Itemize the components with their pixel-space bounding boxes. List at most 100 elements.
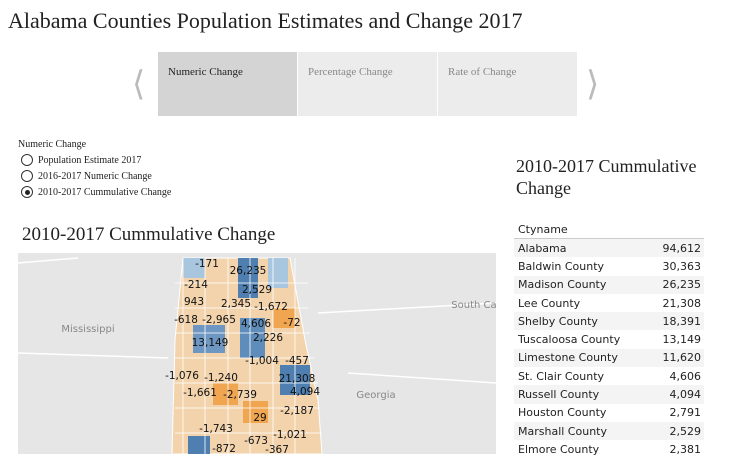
map: Mississippi Georgia South Carolina -171 26,2…: [18, 253, 496, 454]
name-cell: Lee County: [518, 296, 581, 310]
option-label: 2016-2017 Numeric Change: [38, 170, 152, 182]
table-row: Houston County 2,791: [514, 404, 704, 422]
county-label: 13,149: [192, 337, 229, 349]
county-label: -1,076: [165, 370, 199, 382]
name-cell: Madison County: [518, 278, 607, 292]
county-label: -618: [174, 314, 198, 326]
name-cell: Alabama: [518, 241, 567, 255]
county-label: -2,965: [202, 314, 236, 326]
name-cell: Russell County: [518, 388, 600, 402]
table-header: Ctyname: [514, 221, 704, 239]
value-cell: 26,235: [662, 278, 702, 292]
table-row: Madison County 26,235: [514, 275, 704, 294]
county: [243, 401, 268, 423]
county-label: -1,021: [273, 429, 307, 441]
county-label: -1,672: [254, 301, 288, 313]
table-row: Elmore County 2,381: [514, 440, 704, 458]
name-cell: Shelby County: [518, 314, 598, 328]
county-label: -2,187: [280, 405, 314, 417]
county-label: -214: [184, 279, 208, 291]
county-label: 2,345: [221, 298, 251, 310]
county-label: -2,739: [223, 389, 257, 401]
option-label: Population Estimate 2017: [38, 154, 142, 166]
next-arrow[interactable]: ⟩: [586, 64, 600, 104]
name-cell: Tuscaloosa County: [518, 333, 621, 347]
county-label: 2,226: [253, 332, 283, 344]
tab[interactable]: Percentage Change: [298, 52, 438, 116]
county: [213, 383, 238, 405]
option-label: 2010-2017 Cummulative Change: [38, 186, 172, 198]
tab[interactable]: Numeric Change: [158, 52, 298, 116]
table-row: Shelby County 18,391: [514, 312, 704, 331]
county-label: -1,004: [245, 355, 279, 367]
value-cell: 18,391: [662, 314, 702, 328]
place-label: South Carolina: [451, 300, 496, 311]
name-cell: Limestone County: [518, 351, 618, 365]
radio-button[interactable]: [21, 170, 33, 182]
map-title: 2010-2017 Cummulative Change: [22, 224, 276, 245]
value-cell: 21,308: [662, 296, 702, 310]
value-cell: 4,094: [669, 388, 702, 402]
value-cell: 4,606: [669, 369, 702, 383]
table-row: Alabama 94,612: [514, 239, 704, 258]
prev-arrow[interactable]: ⟨: [132, 64, 146, 104]
filter-option[interactable]: 2010-2017 Cummulative Change: [18, 184, 171, 200]
value-cell: 94,612: [662, 241, 702, 255]
county-label: -1,661: [183, 387, 217, 399]
value-cell: 13,149: [662, 333, 702, 347]
county: [273, 308, 295, 328]
value-cell: 30,363: [662, 259, 702, 273]
name-cell: Baldwin County: [518, 259, 605, 273]
header-cell: Ctyname: [518, 223, 568, 236]
county-label: 26,235: [230, 265, 267, 277]
name-cell: Elmore County: [518, 442, 600, 456]
county-label: 21,308: [279, 373, 316, 385]
table-title: 2010-2017 Cummulative Change: [516, 156, 697, 198]
county-label: -367: [265, 444, 289, 454]
filter-option[interactable]: Population Estimate 2017: [18, 152, 171, 168]
county: [240, 318, 265, 358]
filter: Numeric Change Population Estimate 2017 2…: [18, 139, 171, 209]
table-row: Tuscaloosa County 13,149: [514, 330, 704, 348]
county-label: 4,606: [241, 318, 271, 330]
table-row: Baldwin County 30,363: [514, 257, 704, 275]
name-cell: St. Clair County: [518, 369, 605, 383]
county-label: -1,743: [199, 423, 233, 435]
filter-option[interactable]: 2016-2017 Numeric Change: [18, 168, 171, 184]
tab[interactable]: Rate of Change: [438, 52, 578, 116]
table-row: St. Clair County 4,606: [514, 367, 704, 385]
table-row: Limestone County 11,620: [514, 348, 704, 368]
county-borders: [175, 258, 322, 454]
county-label: -1,240: [204, 372, 238, 384]
county: [183, 258, 205, 278]
county-label: 943: [184, 296, 204, 308]
table-row: Marshall County 2,529: [514, 421, 704, 441]
value-cell: 11,620: [662, 351, 702, 365]
table-row: Russell County 4,094: [514, 385, 704, 404]
county-label: -673: [244, 435, 268, 447]
county: [238, 258, 258, 298]
table: Ctyname Alabama 94,612 Baldwin County 30,36…: [514, 221, 704, 459]
county: [193, 325, 225, 353]
county-label: 2,529: [242, 284, 272, 296]
name-cell: Houston County: [518, 406, 607, 420]
place-label: Mississippi: [61, 324, 114, 335]
dashboard-title: Alabama Counties Population Estimates an…: [8, 8, 523, 33]
county-label: -457: [285, 355, 309, 367]
radio-button[interactable]: [21, 186, 33, 198]
value-cell: 2,381: [669, 442, 702, 456]
county: [188, 436, 210, 454]
county-label: -171: [195, 258, 219, 270]
value-cell: 2,529: [669, 424, 702, 438]
place-label: Georgia: [356, 390, 395, 401]
value-cell: 2,791: [669, 406, 702, 420]
filter-label: Numeric Change: [18, 139, 87, 150]
table-row: Lee County 21,308: [514, 294, 704, 312]
map-roads: [18, 257, 496, 384]
county-label: -72: [283, 317, 300, 329]
county-label: -872: [212, 443, 236, 454]
tab-bar: Numeric Change Percentage Change Rate of C…: [158, 52, 578, 116]
county-label: 29: [253, 412, 266, 424]
radio-button[interactable]: [21, 154, 33, 166]
